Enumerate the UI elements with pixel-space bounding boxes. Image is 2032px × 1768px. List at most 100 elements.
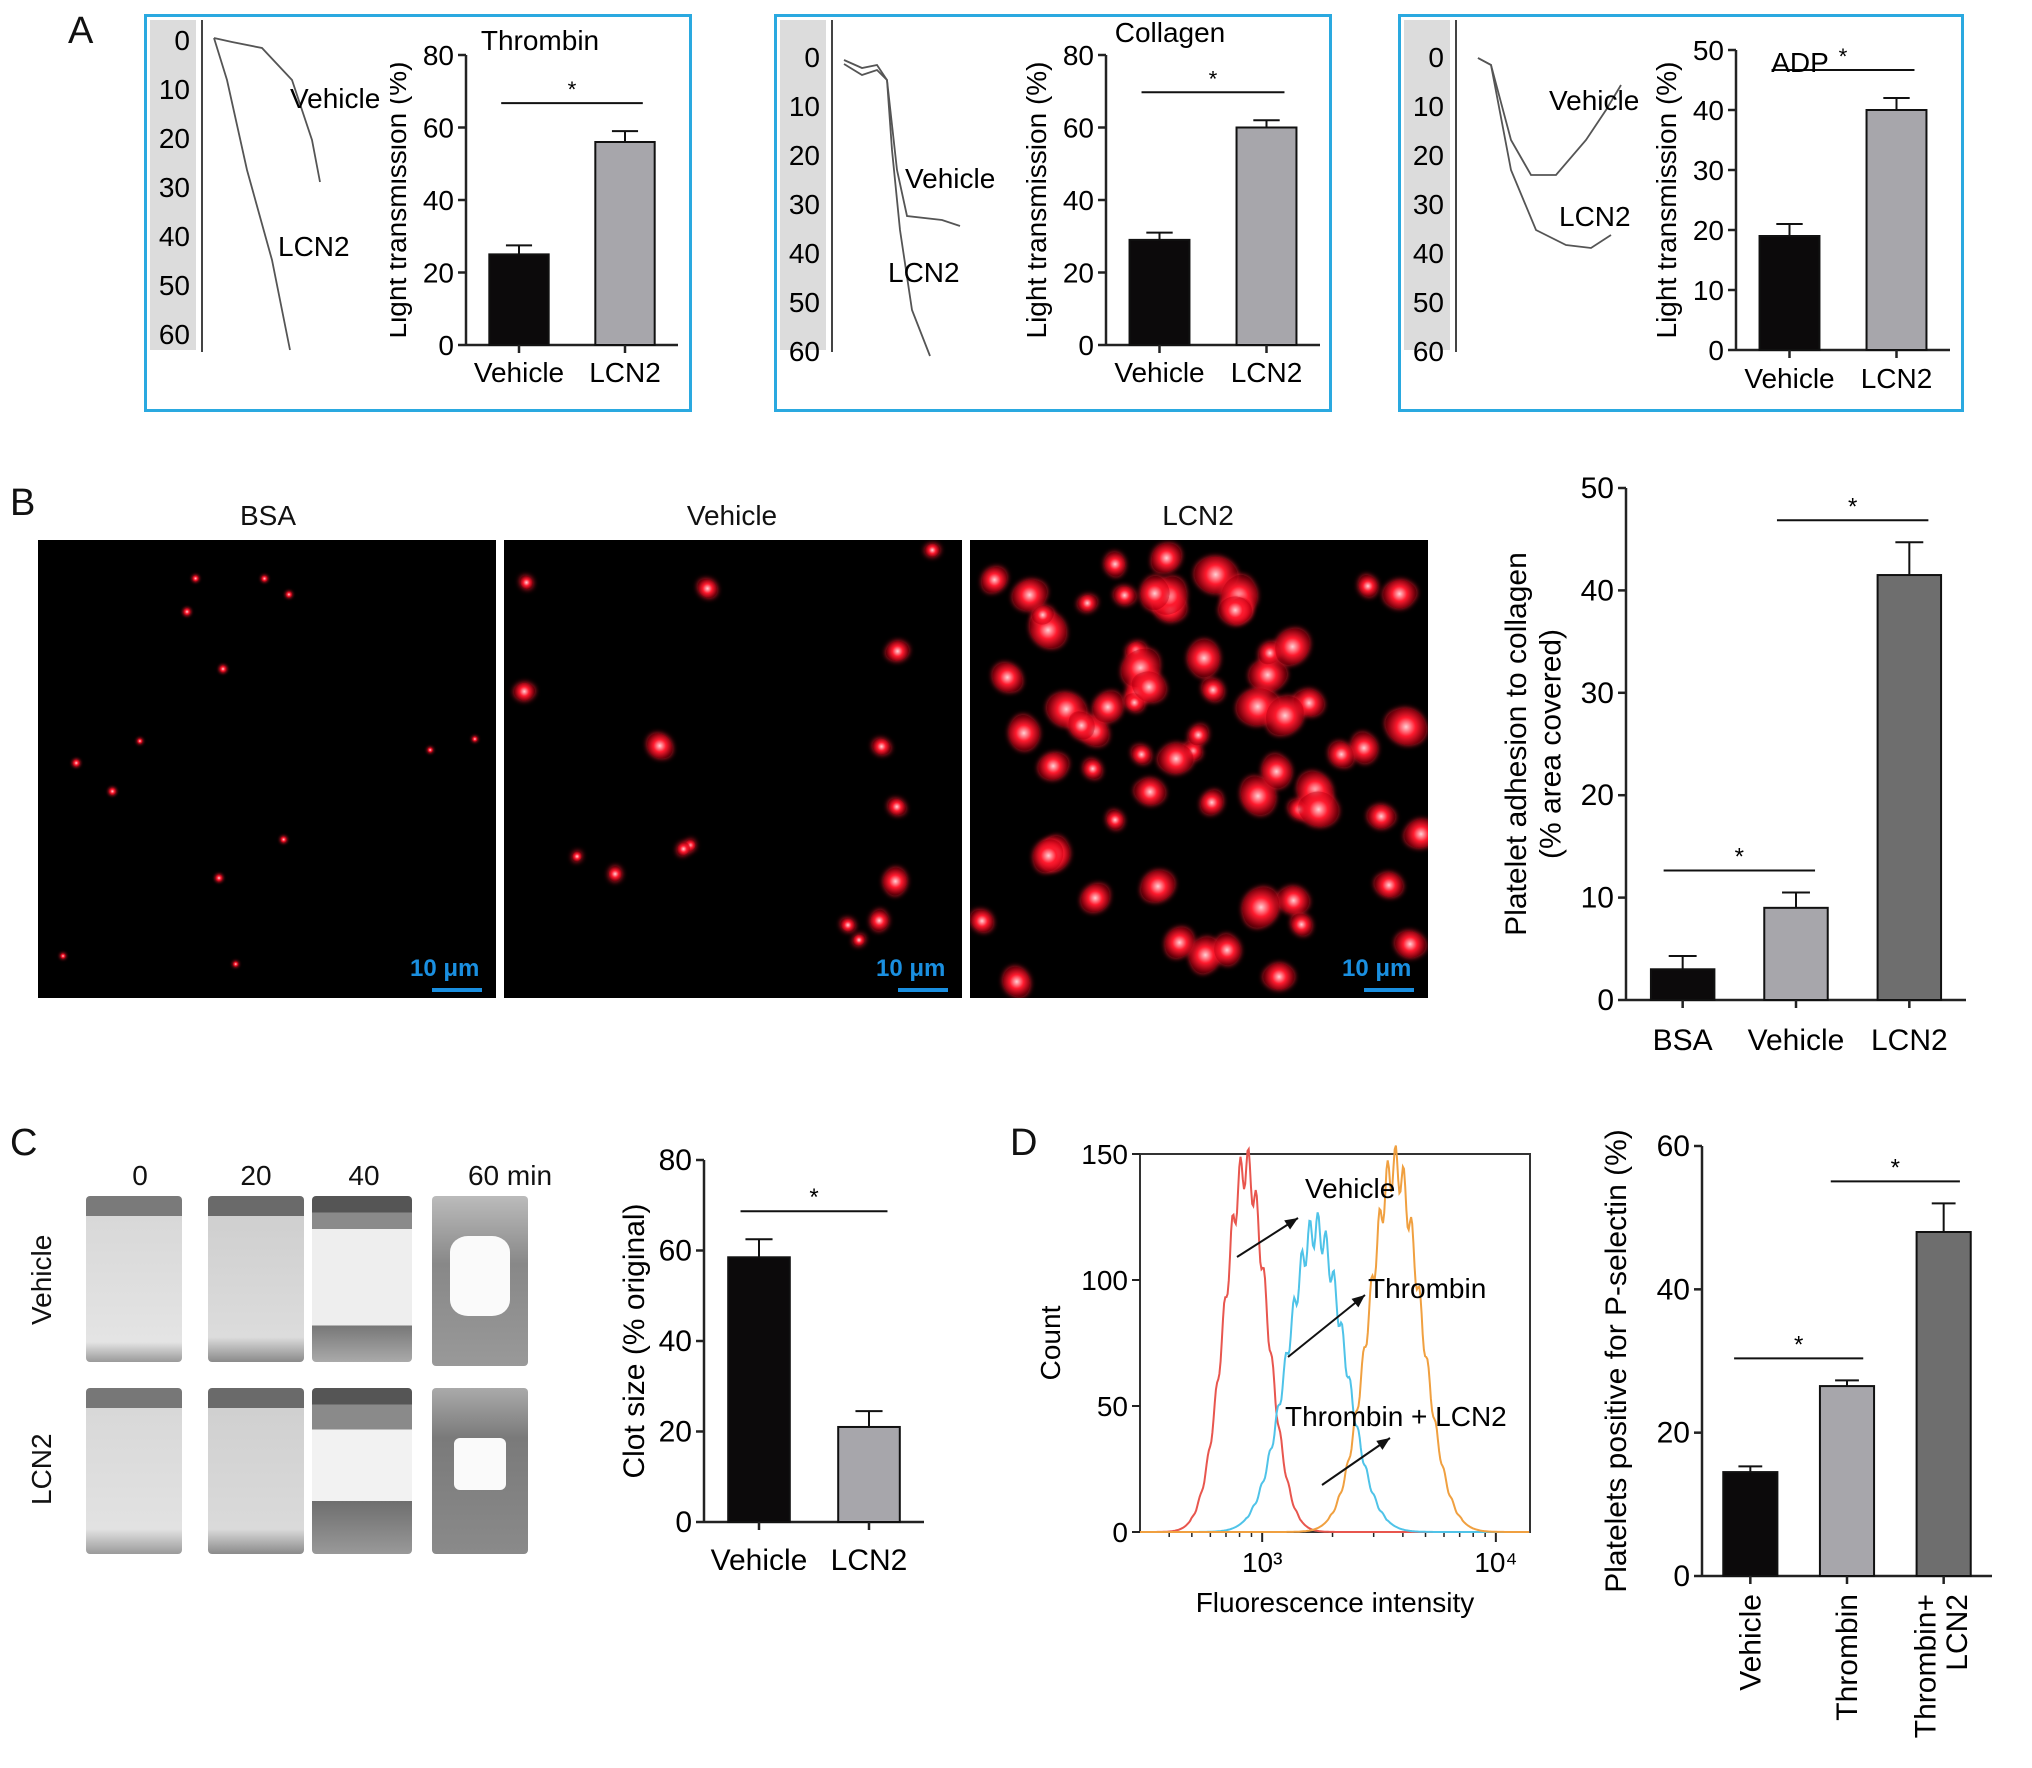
clot-tube-lcn2-40 — [312, 1388, 412, 1554]
y-tick-label: 60 — [659, 1235, 692, 1268]
y-tick-label: 30 — [1693, 155, 1724, 186]
significance-marker: * — [809, 1184, 818, 1211]
panel-a-adp-frame — [1398, 14, 1964, 412]
series-label-2: Thrombin + LCN2 — [1285, 1401, 1507, 1432]
platelet — [259, 573, 270, 584]
bar-vehicle — [1758, 235, 1821, 351]
bar-bsa — [1649, 968, 1716, 1001]
trace-tick-label: 60 — [159, 319, 190, 350]
scale-bar-lcn2 — [1364, 988, 1414, 992]
y-tick-label: 20 — [423, 258, 454, 289]
platelet — [882, 637, 911, 666]
aggregation-trace-collagen: 0 10 20 30 40 50 60 Vehicle LCN2 — [780, 20, 995, 367]
y-tick-label: 50 — [1693, 35, 1724, 66]
platelet — [471, 735, 478, 743]
platelet — [605, 863, 626, 885]
platelet — [697, 578, 719, 600]
trace-tick-label: 0 — [1428, 42, 1444, 73]
platelet — [1001, 711, 1047, 756]
y-tick-label: 40 — [1693, 95, 1724, 126]
time-label-0: 0 — [132, 1160, 148, 1191]
trace-scale-background — [780, 20, 826, 350]
y-tick-label: 40 — [423, 185, 454, 216]
bar-lcn2 — [594, 141, 656, 346]
arrow-head — [1351, 1295, 1365, 1308]
panel-a-thrombin-frame — [144, 14, 692, 412]
trace-label-vehicle: Vehicle — [290, 83, 380, 114]
trace-scale-background — [1404, 20, 1450, 350]
time-label-60: 60 min — [467, 1160, 553, 1191]
y-tick-label: 0 — [1112, 1517, 1128, 1548]
platelet — [1371, 867, 1407, 903]
bar-vehicle — [1722, 1471, 1779, 1578]
trace-tick-label: 20 — [159, 123, 190, 154]
x-tick-label: LCN2 — [1861, 363, 1933, 394]
bar-lcn2 — [1235, 126, 1298, 346]
platelet — [877, 863, 913, 899]
y-tick-label: 0 — [1708, 335, 1724, 366]
y-tick-label: 0 — [1673, 1560, 1690, 1593]
x-tick-label: Vehicle — [711, 1544, 808, 1570]
bar-lcn2 — [1876, 574, 1943, 1001]
chart-title: Collagen — [1115, 20, 1226, 48]
y-axis-label: Light transmission (%) — [390, 62, 412, 339]
micrograph-vehicle — [504, 540, 962, 998]
y-tick-label: 50 — [1097, 1391, 1128, 1422]
bar-thrombin-lcn2 — [1915, 1231, 1972, 1577]
platelet — [1288, 912, 1313, 937]
platelet — [1259, 957, 1299, 996]
platelet — [1091, 690, 1125, 724]
platelet — [71, 758, 81, 769]
trace-tick-label: 40 — [1413, 238, 1444, 269]
trace-tick-label: 50 — [1413, 287, 1444, 318]
clot-shape — [450, 1236, 510, 1316]
x-tick-label: Vehicle — [1748, 1024, 1845, 1057]
platelet — [981, 565, 1009, 593]
annotation-arrow — [1321, 1437, 1391, 1486]
x-tick-label: LCN2 — [1231, 357, 1303, 388]
bar-lcn2 — [837, 1425, 901, 1524]
micrograph-bsa — [38, 540, 496, 998]
image-label-lcn2: LCN2 — [1162, 500, 1234, 531]
platelet — [1139, 867, 1178, 906]
panel-label-d: D — [1010, 1122, 1038, 1164]
trace-tick-label: 40 — [159, 221, 190, 252]
y-tick-label: 20 — [1693, 215, 1724, 246]
y-tick-label: 60 — [1063, 113, 1094, 144]
platelet — [1151, 543, 1182, 573]
scale-bar-vehicle — [898, 988, 948, 992]
platelet — [510, 678, 538, 706]
time-label-20: 20 — [240, 1160, 272, 1191]
platelet — [1200, 677, 1226, 703]
platelet — [279, 834, 288, 844]
bar-vehicle — [488, 253, 550, 346]
y-axis-label: Clot size (% original) — [618, 1203, 651, 1478]
trace-tick-label: 60 — [1413, 336, 1444, 367]
y-axis-label: Platelets positive for P-selectin (%) — [1600, 1129, 1633, 1593]
bar-chart-p-selectin: 0 20 40 60 Vehicle Thrombin Thrombin+LCN2 * * Pla… — [1600, 1129, 1992, 1738]
row-label-lcn2: LCN2 — [26, 1433, 57, 1505]
trace-tick-label: 50 — [789, 287, 820, 318]
platelet — [1237, 883, 1286, 931]
platelet — [519, 575, 534, 590]
y-tick-label: 20 — [659, 1416, 692, 1449]
panel-label-c: C — [10, 1122, 38, 1164]
y-tick-label: 40 — [659, 1325, 692, 1358]
bar-chart-platelet-adhesion: 0 10 20 30 40 50 BSA Vehicle LCN2 * * Platelet adhe… — [1500, 472, 1966, 1057]
clot-tube-lcn2-0 — [86, 1388, 182, 1554]
platelet — [1131, 744, 1153, 766]
series-label-0: Vehicle — [1305, 1173, 1395, 1204]
significance-marker: * — [1891, 1154, 1900, 1181]
bar-thrombin — [1818, 1385, 1876, 1578]
trace-tick-label: 30 — [159, 172, 190, 203]
platelet — [921, 540, 942, 561]
arrow-head — [1284, 1218, 1298, 1230]
significance-marker: * — [1794, 1331, 1803, 1358]
y-tick-label: 60 — [423, 113, 454, 144]
trace-tick-label: 60 — [789, 336, 820, 367]
significance-marker: * — [1735, 843, 1744, 870]
trace-tick-label: 0 — [174, 25, 190, 56]
row-label-vehicle: Vehicle — [26, 1234, 57, 1325]
platelet — [284, 590, 293, 599]
x-tick-label: Thrombin — [1831, 1594, 1864, 1721]
